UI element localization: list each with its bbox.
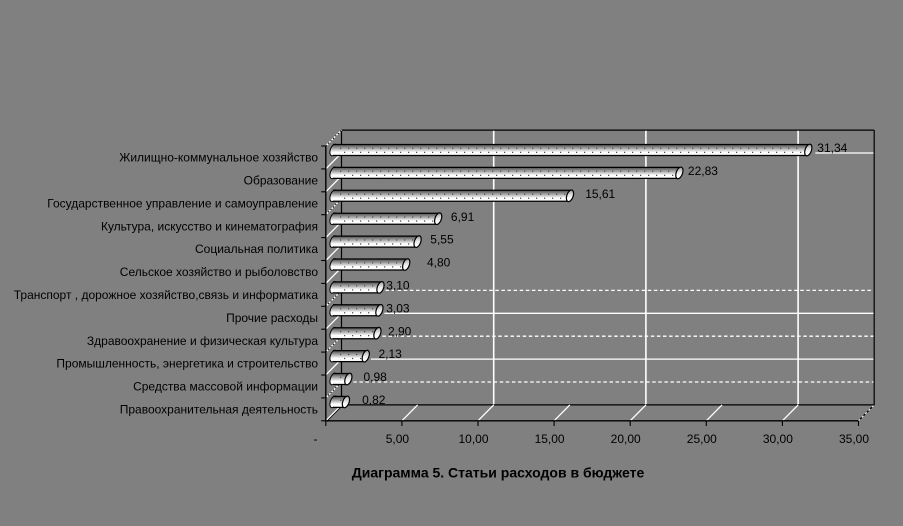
svg-text:Средства массовой информации: Средства массовой информации [133, 380, 318, 394]
svg-text:10,00: 10,00 [458, 432, 488, 446]
svg-text:15,00: 15,00 [535, 432, 565, 446]
svg-text:Транспорт , дорожное хозяйство: Транспорт , дорожное хозяйство,связь и и… [14, 288, 319, 302]
svg-text:Прочие расходы: Прочие расходы [226, 311, 318, 325]
svg-text:Жилищно-коммунальное хозяйство: Жилищно-коммунальное хозяйство [119, 151, 318, 165]
svg-text:22,83: 22,83 [688, 164, 718, 178]
svg-text:Сельское хозяйство и рыболовст: Сельское хозяйство и рыболовство [120, 265, 319, 279]
svg-text:-: - [314, 432, 318, 446]
svg-text:25,00: 25,00 [687, 432, 717, 446]
svg-text:0,98: 0,98 [364, 370, 388, 384]
svg-text:15,61: 15,61 [585, 187, 615, 201]
svg-text:0,82: 0,82 [362, 393, 386, 407]
svg-text:35,00: 35,00 [839, 432, 869, 446]
svg-text:2,90: 2,90 [388, 324, 412, 338]
svg-text:6,91: 6,91 [451, 210, 475, 224]
svg-text:Государственное управление и с: Государственное управление и самоуправле… [47, 196, 318, 210]
svg-text:4,80: 4,80 [427, 256, 451, 270]
svg-text:Здравоохранение и физическая к: Здравоохранение и физическая культура [87, 334, 318, 348]
svg-text:Промышленность, энергетика и с: Промышленность, энергетика и строительст… [56, 357, 318, 371]
svg-text:Образование: Образование [244, 174, 319, 188]
svg-text:Диаграмма 5. Статьи расходов в: Диаграмма 5. Статьи расходов в бюджете [352, 465, 645, 481]
svg-text:Культура, искусство и кинемато: Культура, искусство и кинематография [101, 219, 318, 233]
svg-text:Правоохранительная деятельност: Правоохранительная деятельность [120, 403, 318, 417]
svg-text:30,00: 30,00 [763, 432, 793, 446]
svg-text:Социальная политика: Социальная политика [195, 242, 318, 256]
svg-text:3,10: 3,10 [386, 279, 410, 293]
svg-text:5,55: 5,55 [430, 233, 454, 247]
svg-text:31,34: 31,34 [817, 141, 847, 155]
svg-text:20,00: 20,00 [611, 432, 641, 446]
svg-text:2,13: 2,13 [379, 347, 403, 361]
svg-text:3,03: 3,03 [386, 301, 410, 315]
svg-text:5,00: 5,00 [386, 432, 410, 446]
